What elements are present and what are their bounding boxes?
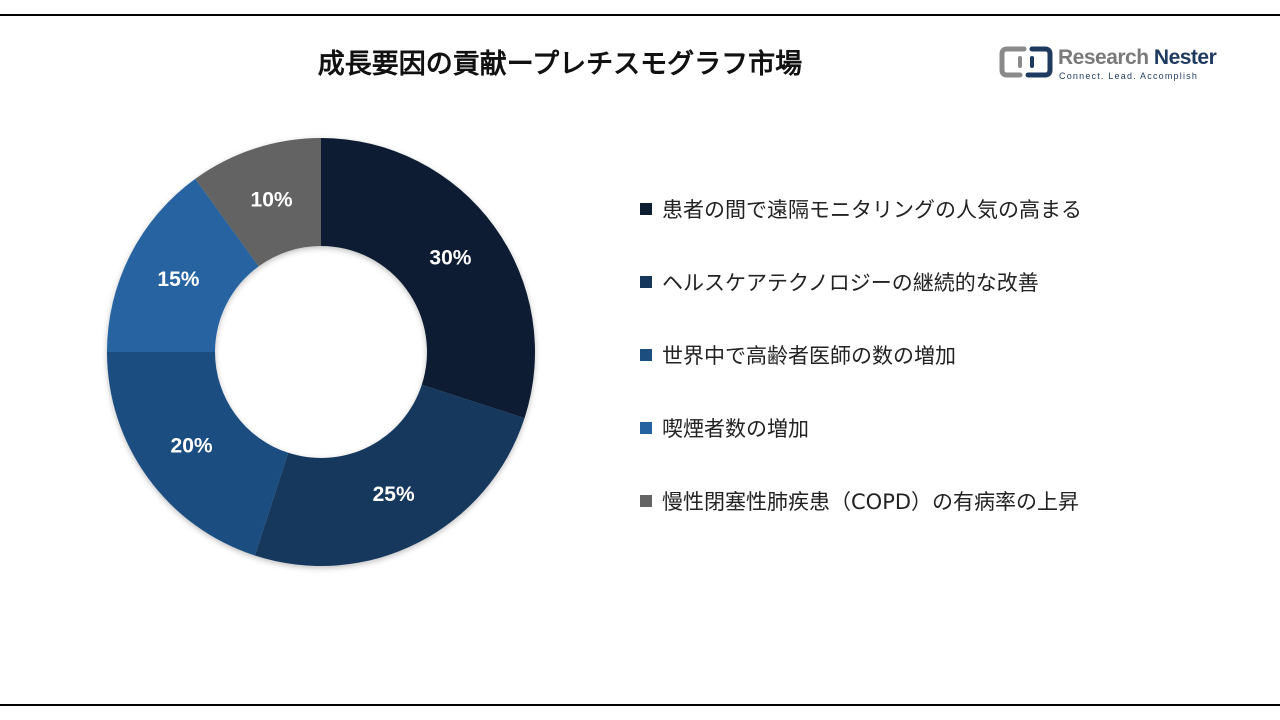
bottom-rule: [0, 704, 1280, 706]
donut-slice-5: [195, 138, 321, 267]
legend-label-1: 患者の間で遠隔モニタリングの人気の高まる: [662, 198, 1082, 222]
research-nester-logo: Research Nester Connect. Lead. Accomplis…: [998, 44, 1218, 84]
legend-item-1: 患者の間で遠隔モニタリングの人気の高まる: [640, 190, 1260, 263]
chart-legend: 患者の間で遠隔モニタリングの人気の高まる ヘルスケアテクノロジーの継続的な改善 世界…: [640, 190, 1260, 555]
donut-slice-3: [107, 352, 289, 556]
chart-title: 成長要因の貢献ープレチスモグラフ市場: [317, 49, 803, 80]
legend-label-2: ヘルスケアテクノロジーの継続的な改善: [662, 271, 1039, 295]
legend-swatch-4: [640, 422, 652, 434]
slice-value-label-1: 30%: [429, 246, 471, 269]
logo-name-nester: Nester: [1153, 46, 1217, 69]
slice-value-label-3: 20%: [171, 435, 213, 458]
top-rule: [0, 14, 1280, 16]
legend-swatch-1: [640, 203, 652, 215]
donut-slice-2: [254, 384, 525, 566]
legend-item-5: 慢性閉塞性肺疾患（COPD）の有病率の上昇: [640, 482, 1260, 555]
logo-name: Research Nester: [1058, 46, 1217, 70]
logo-tagline: Connect. Lead. Accomplish: [1059, 71, 1199, 81]
logo-mark-icon: [999, 46, 1053, 78]
legend-item-4: 喫煙者数の増加: [640, 409, 1260, 482]
legend-label-4: 喫煙者数の増加: [662, 417, 809, 441]
donut-slice-4: [107, 178, 259, 352]
slice-value-label-4: 15%: [157, 268, 199, 291]
logo-name-research: Research: [1058, 46, 1149, 69]
legend-item-3: 世界中で高齢者医師の数の増加: [640, 336, 1260, 409]
legend-swatch-5: [640, 495, 652, 507]
slice-value-label-5: 10%: [251, 188, 293, 211]
legend-label-3: 世界中で高齢者医師の数の増加: [662, 344, 956, 368]
donut-chart: 30% 25% 20% 15% 10%: [107, 138, 535, 566]
legend-swatch-2: [640, 276, 652, 288]
donut-slice-1: [321, 138, 535, 419]
legend-swatch-3: [640, 349, 652, 361]
slice-value-label-2: 25%: [373, 483, 415, 506]
legend-label-5: 慢性閉塞性肺疾患（COPD）の有病率の上昇: [662, 490, 1080, 514]
legend-item-2: ヘルスケアテクノロジーの継続的な改善: [640, 263, 1260, 336]
